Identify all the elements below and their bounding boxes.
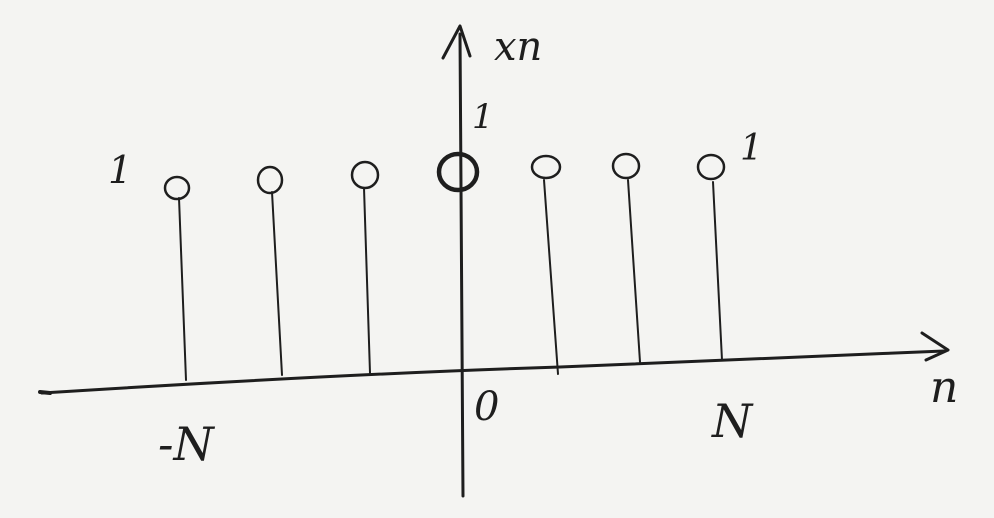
x-tick-minus-N: -N xyxy=(158,417,216,471)
stem-line-minus-2 xyxy=(271,191,283,376)
stem-line-minus-3 xyxy=(178,197,187,381)
stem-line-plus-2 xyxy=(627,179,641,363)
stem-head-plus-2 xyxy=(611,152,641,180)
value-label-center: 1 xyxy=(472,97,494,137)
x-axis-label: n xyxy=(930,362,958,413)
stem-line-minus-1 xyxy=(363,187,371,374)
stem-head-minus-1 xyxy=(350,160,380,190)
y-axis-arrowhead xyxy=(441,24,472,60)
stem-head-minus-3 xyxy=(163,175,191,201)
x-tick-N: N xyxy=(711,394,754,448)
stem-heads xyxy=(163,151,726,201)
y-axis-label: xn xyxy=(494,24,542,70)
x-axis-line xyxy=(40,349,946,395)
stem-head-minus-2 xyxy=(256,165,284,195)
x-axis-left-end xyxy=(38,390,52,395)
stem-lines xyxy=(178,179,723,381)
stem-line-plus-3 xyxy=(712,181,723,361)
y-axis-line xyxy=(458,32,465,498)
value-label-right: 1 xyxy=(740,128,763,169)
stem-head-plus-3 xyxy=(696,153,726,181)
value-label-left: 1 xyxy=(108,148,132,192)
stem-line-plus-1 xyxy=(543,179,559,375)
stem-head-zero xyxy=(436,151,480,193)
x-axis-arrowhead xyxy=(920,331,950,362)
x-tick-zero: 0 xyxy=(474,384,499,430)
stem-head-plus-1 xyxy=(530,154,562,180)
